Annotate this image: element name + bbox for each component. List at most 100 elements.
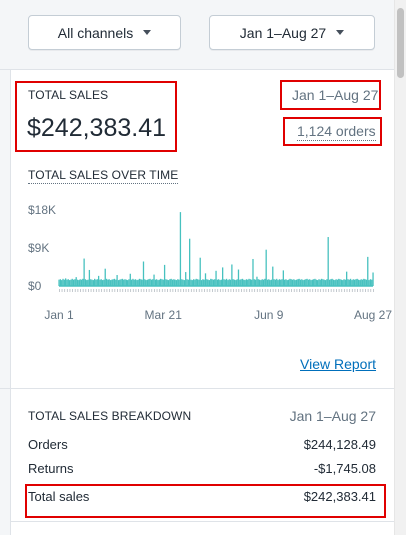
chart-bar[interactable] — [272, 266, 274, 286]
chart-bar[interactable] — [371, 279, 373, 286]
chart-bar[interactable] — [218, 279, 220, 286]
chart-bar[interactable] — [200, 280, 203, 286]
chart-bar[interactable] — [249, 279, 251, 286]
chart-bar[interactable] — [162, 279, 164, 286]
chart-bar[interactable] — [105, 278, 108, 286]
chart-bar[interactable] — [165, 279, 167, 286]
chart-bar[interactable] — [253, 279, 255, 286]
chart-bar[interactable] — [342, 280, 344, 286]
chart-bar[interactable] — [68, 280, 71, 286]
chart-bar[interactable] — [327, 237, 329, 286]
chart-bar[interactable] — [111, 279, 113, 286]
chart-bar[interactable] — [178, 279, 180, 286]
chart-bar[interactable] — [169, 279, 171, 286]
chart-bar[interactable] — [219, 280, 221, 286]
chart-bar[interactable] — [117, 280, 120, 286]
chart-bar[interactable] — [286, 280, 288, 286]
chart-bar[interactable] — [236, 279, 238, 286]
chart-bar[interactable] — [198, 279, 200, 286]
chart-bar[interactable] — [199, 257, 201, 286]
chart-bar[interactable] — [167, 280, 170, 286]
chart-bar[interactable] — [125, 279, 127, 286]
chart-bar[interactable] — [309, 279, 311, 286]
chart-bar[interactable] — [87, 279, 89, 286]
chart-bar[interactable] — [128, 279, 130, 286]
chart-bar[interactable] — [232, 279, 234, 286]
chart-bar[interactable] — [252, 258, 254, 286]
chart-bar[interactable] — [276, 278, 278, 286]
chart-bar[interactable] — [183, 280, 186, 286]
chart-bar[interactable] — [203, 279, 205, 286]
chart-bar[interactable] — [315, 279, 317, 286]
chart-bar[interactable] — [62, 278, 64, 286]
chart-bar[interactable] — [191, 280, 193, 286]
chart-bar[interactable] — [331, 278, 333, 286]
chart-bar[interactable] — [61, 280, 63, 286]
chart-bar[interactable] — [194, 279, 196, 286]
chart-bar[interactable] — [210, 278, 212, 286]
chart-bar[interactable] — [297, 279, 299, 286]
chart-bar[interactable] — [310, 280, 312, 286]
chart-bar[interactable] — [294, 280, 296, 286]
chart-bar[interactable] — [229, 279, 232, 286]
chart-bar[interactable] — [355, 279, 357, 286]
chart-bar[interactable] — [241, 278, 244, 286]
chart-bar[interactable] — [133, 279, 135, 286]
chart-bar[interactable] — [206, 279, 208, 286]
chart-bar[interactable] — [153, 274, 155, 286]
chart-bar[interactable] — [282, 270, 284, 286]
chart-bar[interactable] — [120, 279, 122, 286]
chart-bar[interactable] — [222, 267, 224, 286]
chart-bar[interactable] — [195, 278, 197, 286]
chart-bar[interactable] — [225, 278, 228, 286]
chart-bar[interactable] — [273, 279, 275, 286]
chart-bar[interactable] — [181, 279, 183, 286]
chart-bar[interactable] — [260, 280, 262, 286]
chart-bar[interactable] — [186, 279, 188, 286]
chart-bar[interactable] — [359, 280, 361, 286]
chart-bar[interactable] — [353, 279, 356, 286]
chart-bar[interactable] — [254, 279, 257, 286]
chart-bar[interactable] — [367, 256, 369, 286]
chart-bar[interactable] — [228, 279, 230, 286]
chart-bar[interactable] — [174, 279, 176, 286]
chart-bar[interactable] — [96, 279, 98, 286]
chart-bar[interactable] — [231, 264, 233, 286]
chart-bar[interactable] — [361, 279, 364, 286]
chart-bar[interactable] — [318, 279, 320, 286]
chart-bar[interactable] — [277, 280, 279, 286]
chart-bar[interactable] — [83, 258, 85, 286]
chart-bar[interactable] — [243, 279, 245, 286]
chart-bar[interactable] — [75, 277, 77, 286]
chart-bar[interactable] — [67, 279, 69, 286]
chart-bar[interactable] — [92, 280, 94, 286]
chart-bar[interactable] — [251, 279, 253, 286]
chart-bar[interactable] — [261, 279, 263, 286]
chart-bar[interactable] — [212, 279, 215, 286]
chart-bar[interactable] — [156, 279, 158, 286]
chart-bar[interactable] — [291, 279, 294, 286]
chart-bar[interactable] — [311, 279, 314, 286]
chart-bar[interactable] — [136, 280, 138, 286]
chart-bar[interactable] — [207, 279, 209, 286]
chart-bar[interactable] — [204, 273, 207, 286]
chart-bar[interactable] — [368, 280, 370, 286]
chart-bar[interactable] — [357, 279, 360, 286]
date-range-button[interactable]: Jan 1–Aug 27 — [209, 15, 375, 50]
chart-bar[interactable] — [264, 278, 266, 286]
chart-bar[interactable] — [142, 261, 145, 286]
chart-bar[interactable] — [265, 249, 267, 286]
chart-bar[interactable] — [223, 279, 225, 286]
chart-bar[interactable] — [175, 280, 178, 286]
chart-bar[interactable] — [132, 278, 134, 286]
chart-bar[interactable] — [166, 279, 168, 286]
chart-bar[interactable] — [352, 279, 354, 286]
chart-bar[interactable] — [192, 279, 195, 286]
chart-bar[interactable] — [78, 280, 80, 286]
channel-filter-button[interactable]: All channels — [28, 15, 181, 50]
chart-bar[interactable] — [116, 275, 118, 286]
chart-bar[interactable] — [74, 279, 76, 286]
chart-bar[interactable] — [163, 264, 166, 286]
chart-bar[interactable] — [150, 279, 153, 286]
chart-bar[interactable] — [158, 279, 160, 286]
